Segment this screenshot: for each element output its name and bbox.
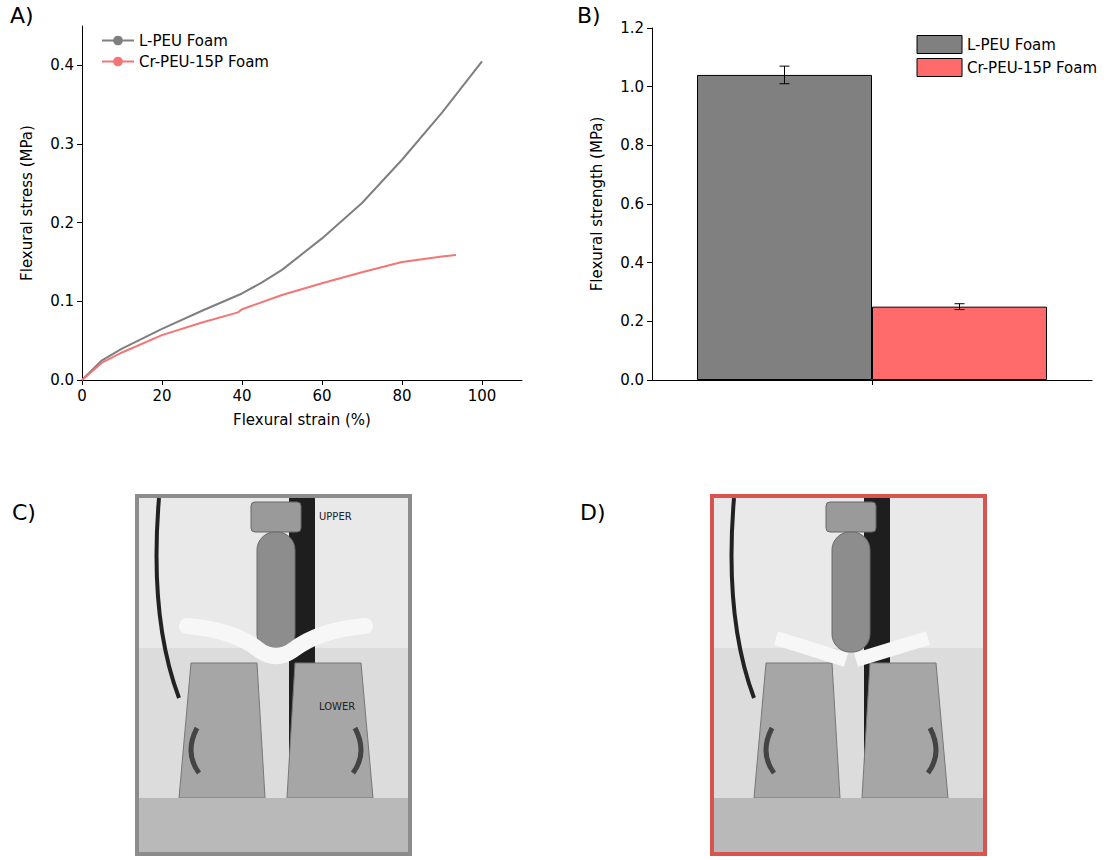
svg-text:0.4: 0.4 [620,254,644,272]
svg-text:1.2: 1.2 [620,19,644,37]
svg-text:L-PEU Foam: L-PEU Foam [139,32,228,50]
svg-text:0.1: 0.1 [50,292,74,310]
svg-text:Cr-PEU-15P Foam: Cr-PEU-15P Foam [967,59,1097,77]
html-text:C): C) [12,500,36,525]
svg-text:0.3: 0.3 [50,135,74,153]
svg-text:0.6: 0.6 [620,195,644,213]
svg-text:80: 80 [392,387,411,405]
svg-text:Flexural stress (MPa): Flexural stress (MPa) [18,125,36,281]
svg-text:Flexural strain (%): Flexural strain (%) [233,411,371,429]
svg-text:20: 20 [152,387,171,405]
svg-text:A): A) [10,3,34,28]
svg-text:0.0: 0.0 [50,371,74,389]
svg-text:L-PEU Foam: L-PEU Foam [967,36,1056,54]
svg-text:Cr-PEU-15P Foam: Cr-PEU-15P Foam [139,53,269,71]
svg-text:0.4: 0.4 [50,56,74,74]
svg-text:0.8: 0.8 [620,136,644,154]
html-text:D): D) [580,500,606,525]
svg-text:1.0: 1.0 [620,78,644,96]
svg-text:100: 100 [468,387,497,405]
svg-text:0: 0 [77,387,87,405]
svg-text:0.0: 0.0 [620,371,644,389]
svg-text:40: 40 [232,387,251,405]
svg-text:B): B) [577,3,601,28]
svg-text:0.2: 0.2 [620,312,644,330]
svg-text:UPPER: UPPER [319,511,352,522]
svg-text:0.2: 0.2 [50,214,74,232]
svg-text:60: 60 [312,387,331,405]
svg-text:LOWER: LOWER [319,701,355,712]
svg-text:Flexural strength (MPa): Flexural strength (MPa) [588,117,606,292]
